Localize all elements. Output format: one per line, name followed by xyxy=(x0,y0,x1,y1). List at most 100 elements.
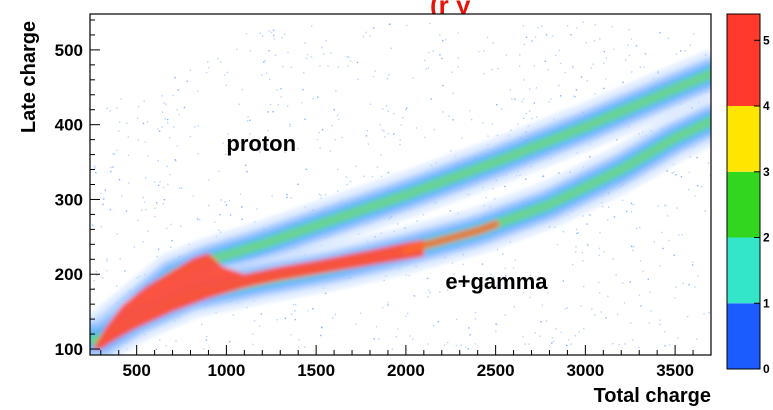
noise-point xyxy=(154,216,156,218)
noise-point xyxy=(383,130,385,132)
noise-point xyxy=(625,210,628,213)
noise-point xyxy=(554,226,556,228)
noise-point xyxy=(348,56,350,58)
noise-point xyxy=(541,176,544,178)
noise-point xyxy=(201,323,203,326)
noise-point xyxy=(407,312,409,315)
noise-point xyxy=(137,219,139,222)
noise-point xyxy=(598,247,600,250)
noise-point xyxy=(650,310,652,312)
noise-point xyxy=(496,285,498,287)
noise-point xyxy=(522,336,524,338)
noise-point xyxy=(623,302,626,304)
noise-point xyxy=(677,337,679,339)
noise-point xyxy=(236,48,238,50)
noise-point xyxy=(155,348,157,350)
noise-point xyxy=(495,330,497,333)
noise-point xyxy=(659,265,661,267)
noise-point xyxy=(451,262,454,264)
noise-point xyxy=(274,54,277,56)
noise-point xyxy=(226,71,228,74)
noise-point xyxy=(110,166,112,168)
noise-point xyxy=(580,76,583,78)
noise-point xyxy=(157,128,159,130)
noise-point xyxy=(301,102,303,104)
noise-point xyxy=(570,343,572,345)
noise-point xyxy=(611,26,614,28)
noise-point xyxy=(430,98,432,100)
noise-point xyxy=(405,274,407,276)
noise-point xyxy=(635,45,638,47)
noise-point xyxy=(118,179,121,181)
noise-point xyxy=(281,37,283,39)
noise-point xyxy=(355,165,357,168)
heatmap-layer xyxy=(90,21,711,355)
noise-point xyxy=(163,199,166,201)
noise-point xyxy=(586,243,589,246)
noise-point xyxy=(615,274,617,276)
noise-point xyxy=(443,344,446,346)
noise-point xyxy=(294,318,297,321)
noise-point xyxy=(246,170,248,173)
noise-point xyxy=(518,65,521,67)
noise-point xyxy=(632,339,634,341)
noise-point xyxy=(334,139,337,141)
noise-point xyxy=(664,331,666,333)
high-density-core xyxy=(92,239,424,349)
noise-point xyxy=(311,25,313,27)
x-tick-label: 500 xyxy=(122,361,150,380)
noise-point xyxy=(205,336,208,338)
noise-point xyxy=(124,270,126,272)
noise-point xyxy=(106,107,108,110)
noise-point xyxy=(277,104,279,106)
noise-point xyxy=(578,331,580,333)
noise-point xyxy=(294,310,296,312)
noise-point xyxy=(316,96,319,98)
noise-point xyxy=(196,218,199,220)
noise-point xyxy=(289,123,291,125)
noise-point xyxy=(575,245,577,248)
noise-point xyxy=(522,98,525,101)
noise-point xyxy=(171,240,173,242)
noise-point xyxy=(704,210,706,212)
noise-point xyxy=(261,35,264,37)
x-axis-title: Total charge xyxy=(594,385,711,407)
colorbar-tick-label: 5 xyxy=(763,33,770,47)
noise-point xyxy=(536,116,538,118)
noise-point xyxy=(413,295,416,297)
noise-point xyxy=(227,133,229,135)
noise-point xyxy=(689,44,691,46)
noise-point xyxy=(448,115,450,117)
noise-point xyxy=(648,322,651,324)
noise-point xyxy=(106,258,108,260)
noise-point xyxy=(590,67,592,69)
noise-point xyxy=(263,61,265,63)
y-tick-label: 200 xyxy=(55,265,83,284)
noise-point xyxy=(355,323,357,325)
noise-point xyxy=(388,23,391,25)
noise-point xyxy=(497,68,499,70)
noise-point xyxy=(357,78,359,80)
noise-point xyxy=(203,348,205,350)
noise-point xyxy=(504,185,506,188)
noise-point xyxy=(551,342,553,344)
noise-point xyxy=(605,317,607,319)
noise-point xyxy=(452,92,454,95)
noise-point xyxy=(252,333,254,335)
noise-point xyxy=(112,153,114,155)
noise-point xyxy=(492,42,494,44)
colorbar-segment xyxy=(727,171,760,238)
noise-point xyxy=(239,193,242,195)
noise-point xyxy=(607,206,610,208)
noise-point xyxy=(613,216,616,218)
noise-point xyxy=(144,177,147,179)
noise-point xyxy=(119,258,121,260)
noise-point xyxy=(668,344,671,346)
noise-point xyxy=(402,117,404,119)
noise-point xyxy=(175,160,177,162)
noise-point xyxy=(224,153,227,155)
noise-point xyxy=(505,54,507,56)
noise-point xyxy=(341,136,343,139)
noise-point xyxy=(144,141,147,143)
noise-point xyxy=(106,269,108,272)
